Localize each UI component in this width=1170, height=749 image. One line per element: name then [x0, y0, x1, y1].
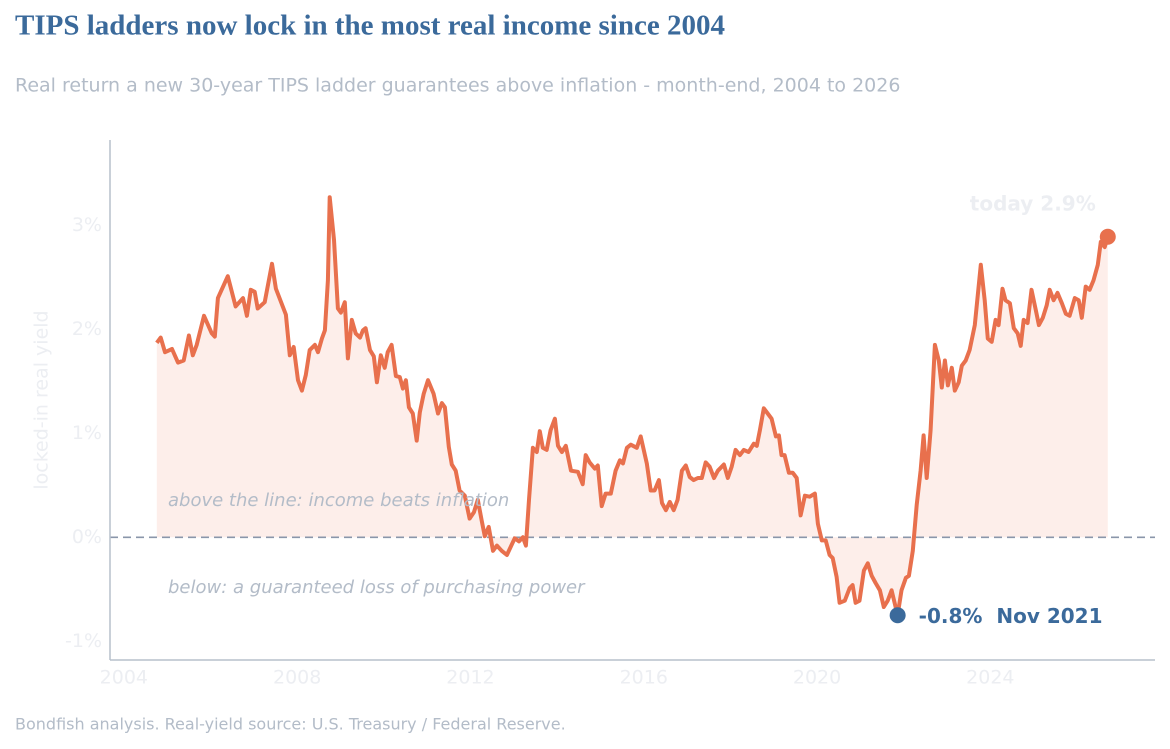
y-tick-label: -1% — [65, 630, 102, 652]
low-label: -0.8% Nov 2021 — [919, 604, 1103, 628]
y-axis-label: locked-in real yield — [31, 310, 53, 489]
chart-subtitle: Real return a new 30-year TIPS ladder gu… — [15, 75, 900, 97]
x-tick-label: 2024 — [966, 667, 1014, 689]
line — [155, 195, 1110, 618]
x-tick-label: 2020 — [793, 667, 841, 689]
y-tick-label: 2% — [72, 318, 102, 340]
x-tick-label: 2016 — [620, 667, 668, 689]
today-marker — [1099, 228, 1116, 245]
x-tick-label: 2012 — [446, 667, 494, 689]
annotation: above the line: income beats inflation — [168, 490, 509, 511]
x-tick-label: 2008 — [273, 667, 321, 689]
low-marker — [889, 607, 906, 624]
annotation: below: a guaranteed loss of purchasing p… — [168, 577, 586, 598]
chart-title: TIPS ladders now lock in the most real i… — [15, 10, 725, 42]
area-fill — [156, 197, 1108, 616]
y-tick-label: 1% — [72, 422, 102, 444]
y-tick-label: 0% — [72, 526, 102, 548]
x-tick-label: 2004 — [100, 667, 148, 689]
source-note: Bondfish analysis. Real-yield source: U.… — [15, 715, 566, 734]
y-tick-label: 3% — [72, 214, 102, 236]
today-label: today 2.9% — [970, 192, 1096, 216]
